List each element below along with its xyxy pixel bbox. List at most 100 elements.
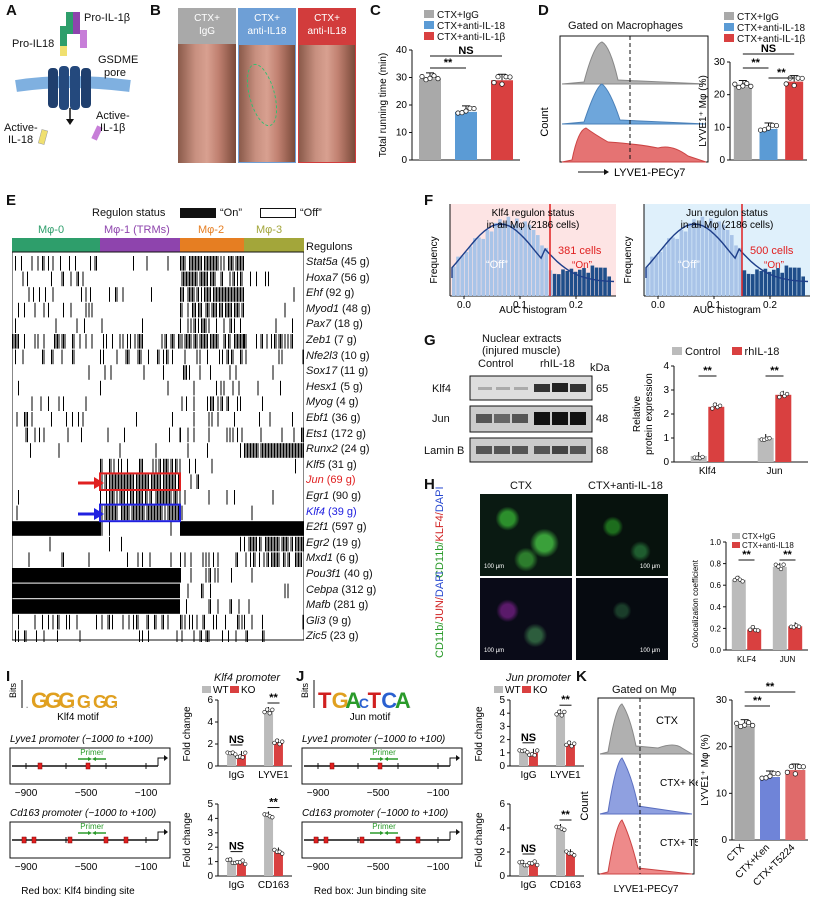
heatmap-cell: [237, 614, 238, 630]
heatmap-cell: [265, 271, 266, 287]
heatmap-cell: [207, 256, 208, 271]
y-tick-label: 0: [207, 761, 213, 772]
heatmap-cell: [170, 474, 172, 489]
motif-letter: C: [359, 695, 369, 711]
data-point: [435, 76, 441, 82]
histogram-bar: [675, 238, 679, 296]
western-group-rhil18: rhIL-18: [540, 358, 575, 370]
heatmap-cell: [277, 536, 278, 552]
heatmap-cell: [217, 412, 219, 427]
heatmap-cell: [278, 334, 280, 349]
heatmap-cell: [225, 302, 226, 318]
histogram-bar: [603, 267, 607, 296]
heatmap-cell: [161, 490, 163, 505]
heatmap-cell: [231, 599, 232, 614]
heatmap-cell: [257, 380, 259, 396]
heatmap-cell: [295, 458, 296, 474]
regulon-label: Hoxa7 (56 g): [306, 271, 370, 284]
heatmap-cell: [262, 396, 263, 411]
data-point: [777, 395, 782, 400]
heatmap-cell: [196, 256, 198, 271]
heatmap-cell: [219, 349, 220, 365]
heatmap-cell: [251, 443, 253, 458]
pore-subunit: [48, 68, 58, 108]
active-il1b-label-1: Active-: [96, 110, 130, 122]
heatmap-cell: [18, 334, 19, 349]
heatmap-cell: [184, 349, 186, 365]
data-point: [750, 722, 756, 729]
data-point: [800, 764, 806, 770]
binding-site-box: [323, 836, 329, 844]
heatmap-cell: [295, 443, 296, 458]
heatmap-cell: [25, 630, 27, 642]
y-tick-label: 0.6: [710, 581, 722, 590]
regulon-label: E2f1 (597 g): [306, 521, 367, 534]
heatmap-cell: [268, 536, 269, 552]
heatmap-cell: [195, 318, 196, 333]
heatmap-cell: [158, 505, 160, 521]
heatmap-cell: [245, 349, 247, 365]
heatmap-cell: [51, 271, 52, 287]
data-point: [532, 753, 537, 758]
heatmap-cell: [12, 334, 13, 349]
data-point: [272, 740, 277, 745]
heatmap-cell: [122, 505, 124, 521]
heatmap-cell: [140, 474, 142, 489]
x-tick-label: 0.1: [707, 300, 721, 311]
regulon-label: Jun (69 g): [306, 474, 356, 487]
heatmap-cell: [217, 287, 219, 302]
heatmap-cell: [210, 287, 211, 302]
heatmap-cell: [283, 536, 284, 552]
heatmap-cell: [70, 302, 72, 318]
heatmap-cell: [176, 458, 178, 474]
photo-group-1: CTX+ IgG: [178, 8, 236, 163]
motif-letter: G: [332, 688, 349, 713]
heatmap-cell: [39, 427, 40, 443]
heatmap-cell: [299, 443, 301, 458]
histogram-bar: [578, 269, 582, 296]
heatmap-cell: [112, 490, 113, 505]
pro-il1b-segment-pink: [80, 30, 87, 48]
heatmap-cell: [103, 334, 104, 349]
significance-label: **: [742, 549, 751, 561]
data-point: [535, 748, 540, 753]
pro-il1b-label: Pro-IL-1β: [84, 12, 131, 24]
heatmap-cell: [78, 412, 79, 427]
heatmap-cell: [187, 334, 189, 349]
data-point: [767, 773, 773, 779]
panel-label-b: B: [150, 2, 161, 19]
heatmap-cell: [172, 458, 173, 474]
data-point: [781, 562, 786, 567]
heatmap-cell: [184, 614, 186, 630]
heatmap-cell: [183, 271, 184, 287]
scale-bar-text: 100 μm: [484, 564, 505, 570]
heatmap-cell: [290, 443, 292, 458]
heatmap-cell: [241, 427, 243, 443]
heatmap-cell: [271, 334, 272, 349]
heatmap-cell: [281, 427, 283, 443]
data-point: [710, 406, 715, 411]
y-tick-label: 20: [396, 100, 408, 111]
heatmap-cell: [170, 458, 172, 474]
heatmap-cell: [235, 365, 237, 380]
heatmap-cell: [186, 365, 187, 380]
heatmap-cell: [216, 334, 217, 349]
heatmap-cell: [208, 256, 210, 271]
heatmap-cell: [158, 490, 160, 505]
heatmap-cell: [106, 490, 107, 505]
y-tick-label: 20: [716, 742, 728, 753]
heatmap-cell: [186, 396, 187, 411]
heatmap-cell: [240, 349, 241, 365]
gsdme-pore-diagram: [15, 12, 131, 145]
heatmap-cell: [245, 630, 247, 642]
active-il18-chip: [37, 129, 49, 145]
heatmap-cell: [169, 427, 170, 443]
heatmap-cell: [34, 614, 36, 630]
heatmap-cell: [208, 568, 210, 583]
heatmap-cell: [125, 474, 127, 489]
heatmap-cell: [207, 396, 208, 411]
heatmap-cell: [214, 287, 216, 302]
heatmap-cell: [167, 614, 169, 630]
density-curve: [451, 223, 615, 283]
heatmap-cell: [16, 505, 18, 521]
